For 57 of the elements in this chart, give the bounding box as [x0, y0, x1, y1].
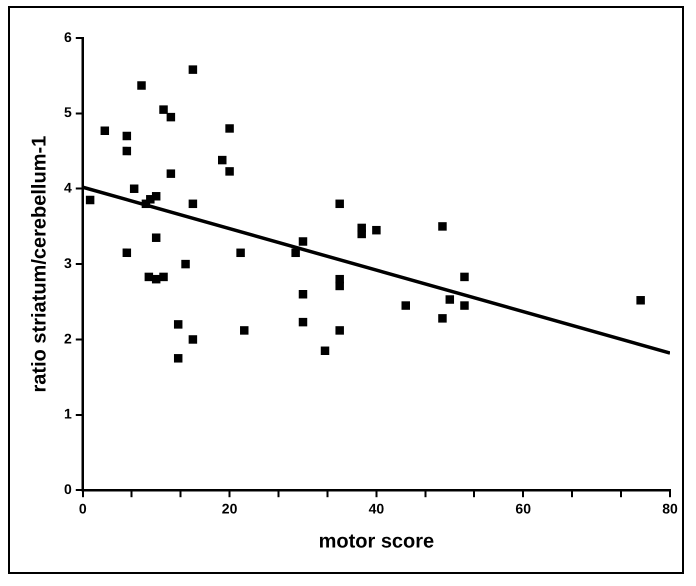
point [174, 354, 182, 363]
point [152, 192, 160, 201]
point [320, 346, 330, 356]
point [357, 230, 366, 238]
x-tick-label: 0 [78, 500, 87, 516]
point [225, 124, 234, 133]
x-tick-label: 20 [222, 500, 238, 516]
point [335, 326, 344, 335]
x-axis-title: motor score [318, 530, 434, 553]
point [636, 296, 645, 305]
point [122, 146, 132, 156]
point [166, 169, 176, 178]
point [460, 301, 469, 310]
point [174, 320, 182, 329]
point [130, 184, 138, 193]
y-tick-label: 0 [64, 481, 72, 498]
x-tick-label: 80 [662, 500, 678, 516]
point [188, 335, 198, 344]
point [86, 196, 94, 204]
x-tick-label: 40 [368, 500, 384, 516]
point [144, 272, 154, 282]
point [152, 233, 160, 242]
point [181, 260, 190, 268]
point [298, 290, 308, 298]
point [438, 314, 447, 323]
point [122, 248, 132, 258]
point [166, 112, 176, 122]
point [188, 200, 198, 208]
y-tick-label: 4 [64, 180, 72, 196]
y-axis-title: ratio striatum/cerebellum-1 [28, 136, 51, 392]
point [298, 237, 308, 246]
point [335, 282, 344, 290]
point [122, 132, 132, 140]
point [335, 200, 344, 208]
point [298, 318, 308, 326]
y-tick-label: 6 [64, 28, 72, 45]
y-tick-label: 3 [64, 254, 72, 271]
point [291, 248, 300, 258]
point [460, 272, 469, 282]
x-tick-label: 60 [515, 500, 532, 516]
point [152, 274, 160, 284]
point [137, 81, 146, 90]
point [446, 295, 454, 304]
point [188, 65, 198, 74]
point [402, 301, 410, 310]
y-tick-label: 1 [64, 406, 72, 422]
y-tick-label: 2 [64, 330, 72, 346]
point [159, 105, 168, 114]
point [218, 156, 226, 164]
y-tick-label: 5 [64, 104, 72, 120]
point [372, 226, 381, 234]
point [236, 248, 245, 258]
point [159, 272, 168, 282]
point [240, 326, 249, 335]
point [100, 126, 110, 135]
point [438, 222, 447, 231]
point [225, 167, 234, 176]
